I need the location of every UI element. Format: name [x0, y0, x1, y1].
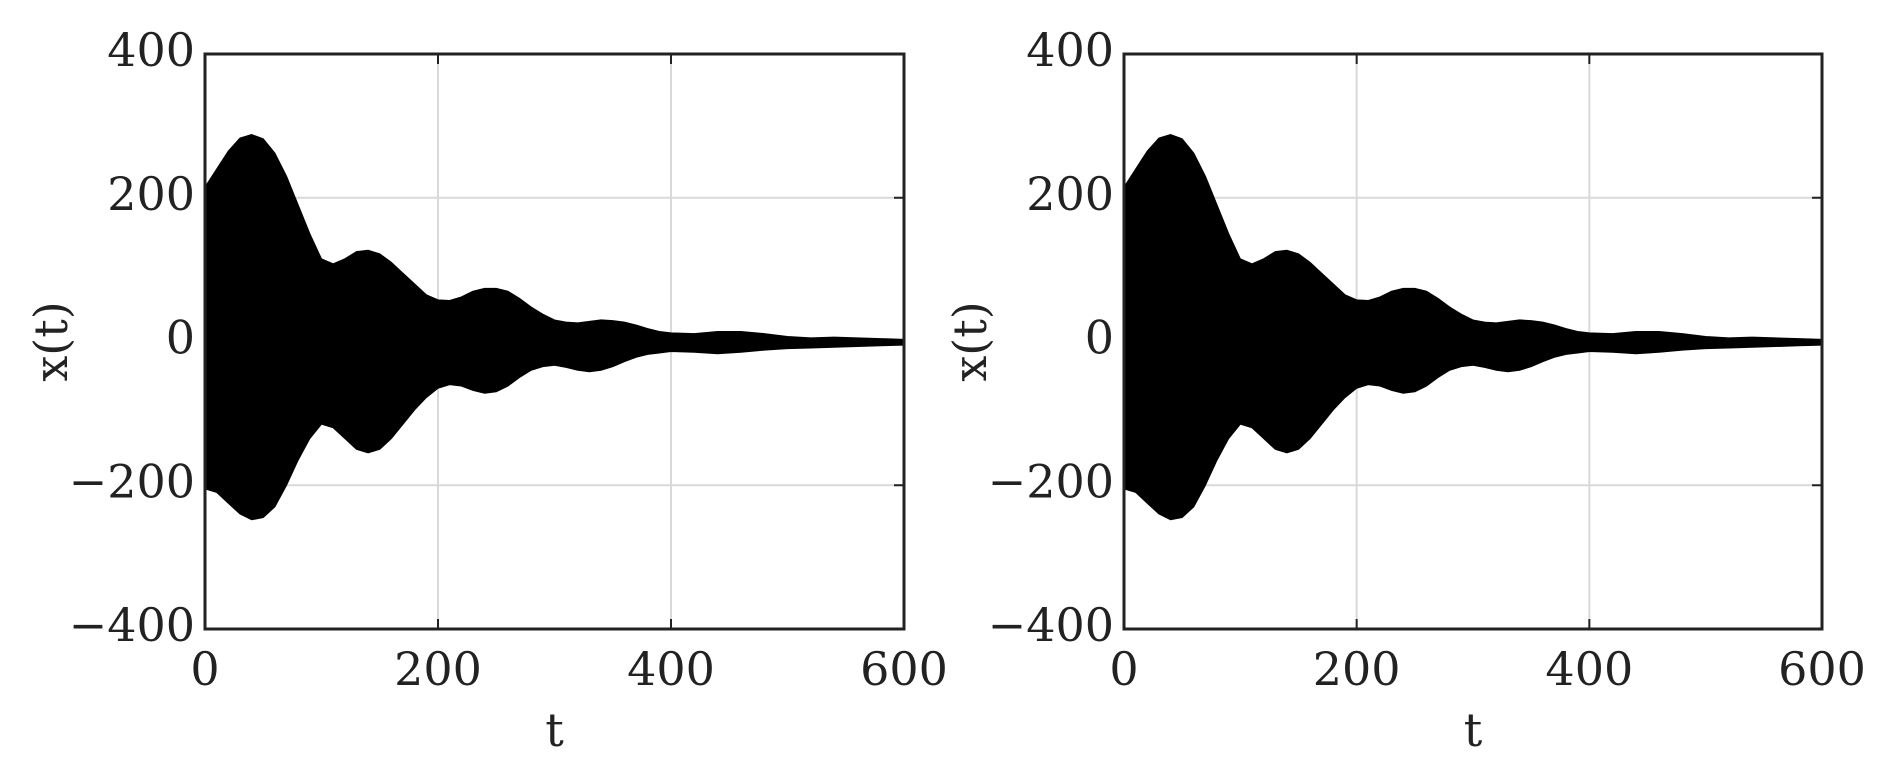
x-tick-label: 600	[1778, 642, 1866, 696]
y-axis-label: x(t)	[943, 301, 997, 381]
y-tick-label: 400	[107, 23, 195, 77]
envelope-area	[1123, 341, 1823, 521]
axes-box	[203, 52, 906, 631]
x-tick-label: 400	[627, 642, 715, 696]
y-tick-label: −400	[69, 598, 195, 652]
x-tick-label: 200	[1313, 642, 1401, 696]
y-axis-label: x(t)	[24, 301, 78, 381]
envelope-area	[204, 341, 905, 521]
x-tick-label: 200	[394, 642, 482, 696]
axes-box	[1122, 52, 1824, 631]
x-tick-label: 0	[190, 642, 219, 696]
y-tick-label: −400	[988, 598, 1114, 652]
y-tick-label: −200	[69, 454, 195, 508]
y-tick-label: 200	[107, 167, 195, 221]
x-tick-label: 400	[1545, 642, 1633, 696]
y-tick-label: 200	[1026, 167, 1114, 221]
x-tick-label: 600	[860, 642, 948, 696]
x-axis-label: t	[545, 703, 564, 757]
y-tick-label: 0	[166, 311, 195, 365]
x-tick-label: 0	[1109, 642, 1138, 696]
y-tick-label: −200	[988, 454, 1114, 508]
envelope-area	[1123, 133, 1823, 342]
y-tick-label: 0	[1085, 311, 1114, 365]
x-axis-label: t	[1464, 703, 1483, 757]
y-tick-label: 400	[1026, 23, 1114, 77]
envelope-area	[204, 133, 905, 342]
